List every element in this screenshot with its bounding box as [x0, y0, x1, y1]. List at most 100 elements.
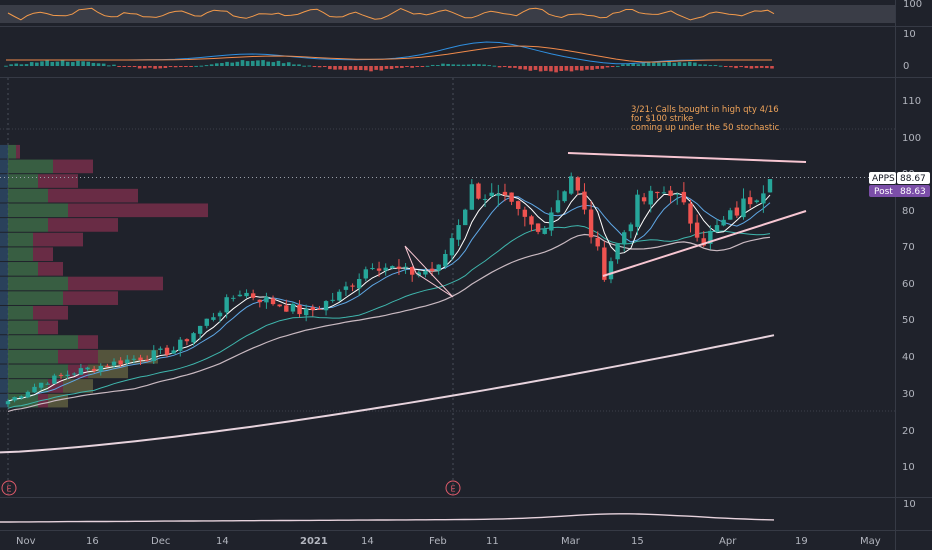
candle-body — [602, 247, 607, 280]
macd-bar — [405, 66, 409, 67]
macd-bar — [312, 66, 317, 67]
candle-body — [688, 203, 693, 224]
earnings-marker-1[interactable] — [1, 480, 17, 496]
candle-body — [635, 194, 640, 227]
macd-bar — [271, 62, 276, 66]
macd-bar — [410, 66, 414, 68]
candle-body — [429, 268, 435, 271]
macd-bar — [50, 61, 55, 66]
macd-bar — [384, 66, 389, 69]
macd-bar — [508, 66, 512, 68]
macd-bar — [754, 66, 759, 69]
candle-body — [767, 179, 773, 193]
vp-green-bar — [8, 364, 68, 379]
macd-bar — [235, 61, 240, 66]
annotation-note: 3/21: Calls bought in high qty 4/16 for … — [631, 105, 780, 133]
macd-bar — [24, 64, 29, 66]
candle-body — [681, 191, 687, 203]
earnings-marker-2[interactable] — [445, 480, 461, 496]
vp-green-bar — [8, 320, 38, 335]
volume-profile — [0, 144, 208, 408]
macd-bar — [703, 64, 707, 66]
macd-bar — [122, 66, 127, 67]
macd-bar — [338, 66, 342, 70]
candle-body — [224, 297, 229, 313]
candle-body — [655, 191, 660, 194]
post-price-tag: Post 88.63 — [869, 185, 930, 197]
macd-bar — [317, 66, 322, 68]
macd-bar — [91, 62, 96, 66]
macd-bar — [117, 66, 121, 67]
candle-body — [734, 207, 740, 216]
macd-bar — [358, 66, 363, 71]
macd-bar — [173, 66, 178, 68]
note-line-1: 3/21: Calls bought in high qty 4/16 — [631, 105, 779, 115]
macd-bar — [55, 61, 60, 66]
candle-body — [582, 191, 587, 210]
vp-blue-bar — [0, 320, 8, 335]
candle-body — [350, 285, 355, 287]
macd-bar — [477, 64, 481, 66]
price-tick-70: 70 — [902, 242, 915, 253]
candle-body — [363, 269, 369, 279]
vp-green-bar — [8, 349, 58, 364]
macd-bar — [40, 61, 44, 66]
candle-body — [562, 191, 567, 202]
candle-body — [290, 303, 296, 312]
candle-body — [555, 200, 561, 213]
candle-body — [244, 292, 249, 297]
candle-body — [72, 373, 77, 375]
macd-bar — [523, 66, 528, 70]
candle-body — [535, 223, 541, 232]
macd-bar — [610, 66, 615, 67]
vp-green-bar — [8, 159, 53, 174]
x-tick-nov: Nov — [16, 536, 36, 547]
stochastic-tick-100: 100 — [903, 0, 922, 10]
macd-bar — [533, 66, 538, 70]
candle-body — [231, 297, 236, 299]
macd-bar — [687, 61, 692, 66]
candle-body — [456, 225, 461, 240]
x-tick-16: 16 — [86, 536, 99, 547]
macd-bar — [184, 66, 188, 67]
vp-blue-bar — [0, 393, 8, 408]
macd-bar — [415, 66, 420, 67]
macd-bar — [729, 66, 733, 68]
candle-body — [476, 183, 481, 199]
candle-body — [496, 194, 501, 196]
pennant-lines — [404, 245, 454, 298]
ma-50-line — [7, 233, 771, 412]
macd-bar — [559, 66, 564, 71]
macd-bar — [482, 64, 486, 66]
volume-tick-10: 10 — [903, 499, 916, 510]
vp-blue-bar — [0, 218, 8, 232]
vp-blue-bar — [0, 379, 8, 393]
vp-red-bar — [38, 174, 78, 188]
candle-body — [694, 222, 700, 238]
candle-body — [144, 359, 150, 361]
macd-bar — [328, 66, 332, 70]
volume-ma-panel: 10 — [0, 499, 916, 523]
candle-body — [761, 193, 766, 204]
macd-bar — [374, 66, 378, 70]
price-tick-80: 80 — [902, 206, 915, 217]
candle-body — [317, 308, 322, 310]
candle-body — [615, 243, 620, 260]
candle-body — [237, 294, 243, 297]
candle-body — [158, 348, 163, 350]
macd-bar — [348, 66, 353, 70]
macd-bar — [286, 62, 291, 66]
candle-body — [549, 212, 554, 231]
vp-blue-bar — [0, 262, 8, 276]
candles — [5, 172, 773, 408]
macd-bar — [112, 64, 116, 66]
candle-body — [588, 209, 594, 238]
macd-bar — [369, 66, 373, 72]
candle-body — [376, 268, 382, 271]
candle-body — [217, 312, 223, 317]
vp-blue-bar — [0, 291, 8, 305]
macd-bar — [220, 63, 224, 66]
macd-bar — [492, 65, 497, 67]
